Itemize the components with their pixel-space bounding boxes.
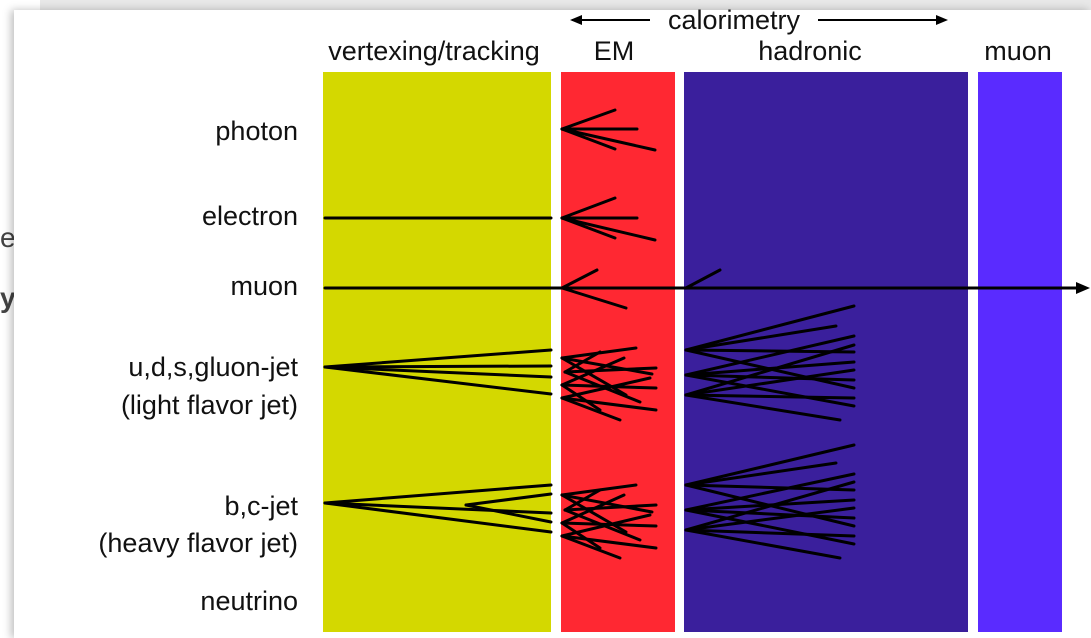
label-heavy-jet-line2: (heavy flavor jet) (98, 528, 298, 558)
light-jet-em-shower (560, 346, 658, 422)
calorimetry-arrowhead-left (570, 15, 582, 25)
electron-track (323, 196, 657, 242)
light-jet-hadronic-shower (684, 304, 856, 422)
label-photon: photon (215, 116, 298, 146)
muon-chamber-layer (978, 72, 1062, 632)
label-electron: electron (202, 201, 298, 231)
heavy-jet-em-shower (560, 483, 658, 560)
light-jet-tracks (323, 348, 553, 396)
photon-shower (560, 108, 657, 152)
label-light-jet-line2: (light flavor jet) (121, 390, 298, 420)
calorimetry-arrowhead-right (936, 15, 948, 25)
label-heavy-jet-line1: b,c-jet (224, 491, 298, 521)
em-calorimeter-layer (561, 72, 675, 632)
tracking-header: vertexing/tracking (328, 36, 540, 66)
calorimetry-header: calorimetry (668, 5, 801, 35)
muon-header: muon (984, 36, 1052, 66)
slide-text-fragment-2: y (0, 282, 16, 313)
heavy-jet-tracks (323, 483, 553, 534)
muon-track (323, 268, 1080, 310)
em-header: EM (594, 36, 635, 66)
muon-exit-arrowhead (1076, 282, 1090, 294)
hadronic-header: hadronic (758, 36, 862, 66)
label-light-jet-line1: u,d,s,gluon-jet (128, 352, 298, 382)
heavy-jet-hadronic-shower (684, 443, 856, 560)
label-neutrino: neutrino (200, 586, 298, 616)
label-muon: muon (230, 271, 298, 301)
